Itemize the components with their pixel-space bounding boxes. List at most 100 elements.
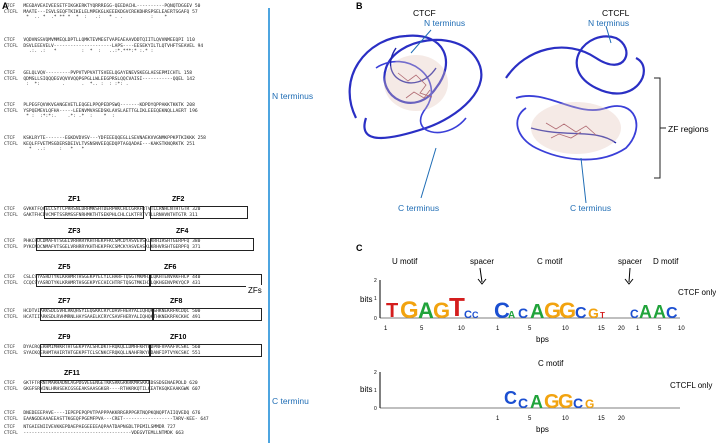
t2-tick-5: 5 (528, 416, 532, 422)
zf-regions-label: ZF regions (668, 124, 709, 134)
logo1-T: T (386, 300, 398, 322)
y1-tick-2: 1 (374, 388, 377, 394)
zf-label-7: ZF7 (58, 298, 71, 305)
zf2-box (150, 206, 248, 219)
ctcfl-title: CTCFL (602, 8, 630, 18)
zf4-box (150, 238, 254, 251)
d-motif-label: D motif (653, 257, 679, 266)
zf-label-9: ZF9 (58, 334, 71, 341)
logo1-C7: C (666, 305, 678, 322)
ctcfl-n-terminus-label: N terminus (588, 18, 630, 28)
ctcfl-only-label: CTCFL only (670, 381, 712, 390)
alignment-line: * ..: : * * (4, 147, 85, 153)
logo1-A: A (418, 298, 434, 323)
zf-alignment-line: CTCFL GAKTFHCDVCMFTSSRMSSFNRHMKTHTSEKPHL… (4, 212, 198, 218)
alignment-line: CTCFL YSPQEMEVLQFHA-----LEENVMVASEDSKLAV… (4, 108, 198, 114)
zf9-box (40, 344, 150, 357)
logo1-T3: T (600, 311, 605, 320)
alignment-line: CTCFL QDMSLLSIQQQEGVQVVVQQPGPGLLWLEEGPRS… (4, 76, 195, 82)
d-tick-5: 5 (658, 326, 662, 332)
zf-label-6: ZF6 (164, 264, 177, 271)
zf-alignment-line: CTCFL SYACKQERHMTAHIRTHTGEKPFTCLSCNKCFRQ… (4, 350, 201, 356)
alignment-block-3: CTCF GELQLVQV---------PVPVTVPVATTSVEELQG… (4, 71, 195, 88)
zf-alignment-line: CTCF DNEDEEEPAVE----IEPEPEPQPVTPAPPPAKKR… (4, 411, 201, 416)
logo1-A4: A (639, 302, 652, 322)
zf-alignment-line: CTCF DYACRQERHMIMHKRTHTGEKPYACSHCDKTFRQK… (4, 345, 201, 350)
alignment-line: CTCF GELQLVQV---------PVPVTVPVATTSVEELQG… (4, 71, 193, 76)
panel-label-b: B (356, 1, 363, 11)
y2-tick-1: 2 (374, 278, 377, 284)
zf-alignment-block-5: CTCF DYACRQERHMIMHKRTHTGEKPYACSHCDKTFRQK… (4, 345, 200, 356)
c-motif-label-2: C motif (538, 359, 564, 368)
logo2-A: A (530, 392, 543, 412)
zf-alignment-block-3: CTCF CSLCSYASRDTYKLKRHMRTHSGEKPYECYICHAR… (4, 275, 200, 286)
y2-tick-2: 2 (374, 370, 377, 376)
bits-label-2: bits (360, 385, 372, 394)
zf-alignment-line: CTCF GKTFTRRNTMARHADNCAGPDGVEGENGETKKSRK… (4, 381, 198, 386)
c-tick-15: 15 (598, 326, 605, 332)
ctcf-c-terminus-label: C terminus (398, 203, 440, 213)
d-tick-10: 10 (678, 326, 685, 332)
logo1-A2: A (508, 310, 515, 321)
protein-structures (348, 25, 666, 204)
zf-alignment-line: CTCFL ----------------------------------… (4, 430, 184, 436)
zf3-box (36, 238, 146, 251)
logo2-G2: G (558, 391, 574, 413)
c-tick-10: 10 (562, 326, 569, 332)
alignment-line: CTCFL DSVLEEEVELV---------------------LA… (4, 43, 204, 49)
alignment-line: : *: . . *.. : : :*: . (4, 82, 129, 88)
zf7-box (40, 308, 154, 321)
zf-label-5: ZF5 (58, 264, 71, 271)
zf-label-8: ZF8 (170, 298, 183, 305)
logo2-C2: C (518, 395, 528, 411)
zf-alignment-line: CTCFL GKGFSRWINLHRHSEKCGSGEAKSAASGKGR---… (4, 386, 201, 392)
logo1-G3: G (544, 298, 561, 323)
t2-tick-20: 20 (618, 416, 625, 422)
ctcf-logo-letters: T G A G T C C C A C A G G C G T C A A C (386, 292, 678, 324)
zf-alignment-block-6: CTCF GKTFTRRNTMARHADNCAGPDGVEGENGETKKSRK… (4, 381, 200, 392)
logo1-C: C (464, 309, 472, 321)
spacer2-label: spacer (618, 257, 642, 266)
zf-label-2: ZF2 (172, 196, 185, 203)
zf8-box (152, 308, 262, 321)
ctcfl-structure (505, 35, 645, 161)
logo1-C2: C (472, 310, 479, 320)
logo1-A3: A (530, 301, 544, 323)
region-n-terminus: N terminus (272, 91, 314, 101)
alignment-block-2: CTCF VQDVNSSVQMVMMEQLDPTLLQMKTEVMEGTVAPE… (4, 38, 203, 55)
y0-tick-1: 0 (374, 316, 377, 322)
zf-alignment-block-2: CTCF PHKCPDCDMAFVTSGELVRHRRYKHTHEKPFKCSM… (4, 239, 200, 250)
zf-alignment-block-7: CTCF DNEDEEEPAVE----IEPEPEPQPVTPAPPPAKKR… (4, 411, 209, 422)
region-c-terminus: C terminu (272, 396, 309, 406)
alignment-block-1: CTCF MEGDAVEAIVEESETFIKGKERKTYQRRREGG-QE… (4, 4, 200, 21)
t2-tick-10: 10 (562, 416, 569, 422)
u-tick-5: 5 (420, 326, 424, 332)
alignment-line: CTCF MEGDAVEAIVEESETFIKGKERKTYQRRREGG-QE… (4, 4, 201, 9)
c-tick-5: 5 (528, 326, 532, 332)
logo1-G4: G (559, 298, 576, 323)
panel-label-a: A (2, 1, 9, 11)
zf10-box (150, 344, 262, 357)
alignment-line: CTCF PLPEGFQVVKVGANGEVETLEQGELPPQPEDPSWQ… (4, 103, 195, 108)
u-tick-1: 1 (384, 326, 388, 332)
zf-alignment-line: CTCF GVKKTFQCELCSYTCPRRSNLDRHMKSHTDERPHK… (4, 207, 201, 212)
zf-label-1: ZF1 (68, 196, 81, 203)
zf-alignment-line: CTCFL HCATIIARKSDLRVHMRNLHAYSAAELKCRYCSA… (4, 314, 201, 320)
panel-label-c: C (356, 243, 363, 253)
ctcfl-c-terminus-label: C terminus (570, 203, 612, 213)
logo2-C: C (504, 388, 517, 408)
c-motif-label: C motif (537, 257, 563, 266)
logo1-C4: C (518, 305, 528, 321)
c-tick-20: 20 (618, 326, 625, 332)
u-motif-label: U motif (392, 257, 418, 266)
bps-label-2: bps (536, 425, 549, 434)
alignment-line: * .. * .* ** * * : .: * . . : * (4, 15, 168, 21)
zf-label-3: ZF3 (68, 228, 81, 235)
alignment-block-4: CTCF PLPEGFQVVKVGANGEVETLEQGELPPQPEDPSWQ… (4, 103, 198, 120)
zf-alignment-block-8: CTCF NTGAIENIIVEVKKEPDAEPAEGEEEEAQPAATDA… (4, 425, 184, 436)
ctcf-title: CTCF (413, 8, 436, 18)
zf-label-11: ZF11 (64, 370, 80, 377)
bps-label-1: bps (536, 335, 549, 344)
zf-alignment-block-1: CTCF GVKKTFQCELCSYTCPRRSNLDRHMKSHTDERPHK… (4, 207, 200, 218)
ctcf-n-terminus-label: N terminus (424, 18, 466, 28)
